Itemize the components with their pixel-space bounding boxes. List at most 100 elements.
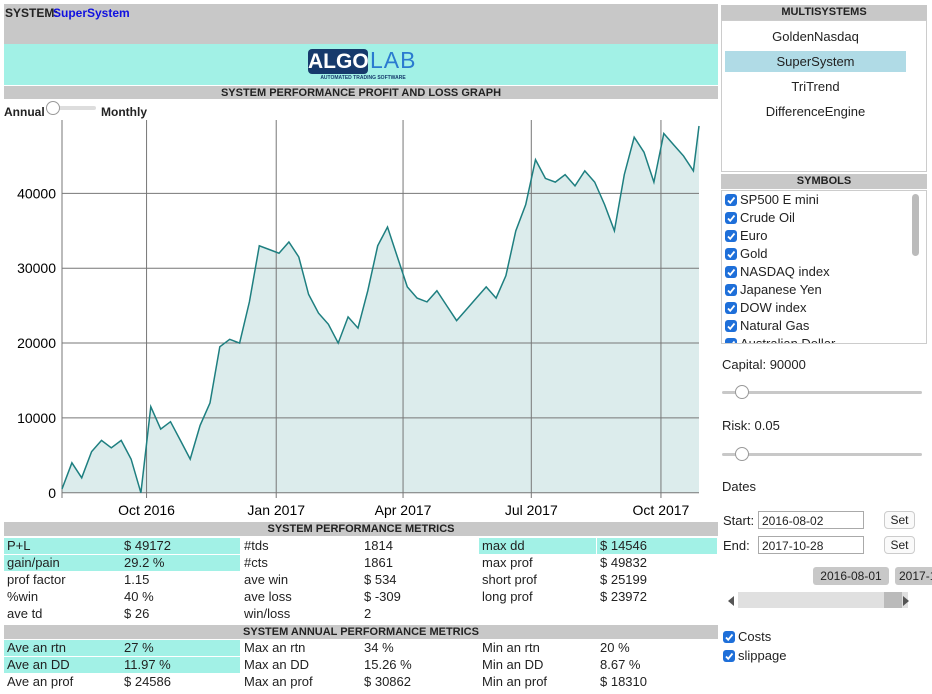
checkbox[interactable] xyxy=(725,248,737,260)
metric-cell: Ave an prof xyxy=(7,674,74,689)
logo-band: ALGO LAB AUTOMATED TRADING SOFTWARE xyxy=(4,44,718,85)
symbol-item[interactable]: Australian Dollar xyxy=(725,336,836,344)
metric-cell: win/loss xyxy=(244,606,291,621)
range-track[interactable] xyxy=(738,592,908,608)
multisystem-item[interactable]: SuperSystem xyxy=(725,51,906,72)
metric-cell: $ 30862 xyxy=(364,674,411,689)
metrics-table: P+L $ 49172 #tds 1814 max dd $ 14546 gain/pain… xyxy=(0,538,720,624)
checkbox-label: Crude Oil xyxy=(740,210,795,225)
logo-right: LAB xyxy=(370,47,417,73)
metric-cell: $ 534 xyxy=(364,572,397,587)
checkbox-label: slippage xyxy=(738,648,787,663)
multisystem-item[interactable]: GoldenNasdaq xyxy=(772,29,859,44)
capital-slider[interactable] xyxy=(722,391,922,394)
scrollbar[interactable] xyxy=(912,194,919,256)
metric-cell: max prof xyxy=(482,555,533,570)
range-start-label: 2016-08-01 xyxy=(813,567,889,585)
toggle-left[interactable]: Annual xyxy=(4,105,45,119)
checkbox-label: Euro xyxy=(740,228,768,243)
line xyxy=(61,125,700,494)
multisystems-list: GoldenNasdaq SuperSystem TriTrend Differenc… xyxy=(721,20,927,172)
checkbox-label: Australian Dollar xyxy=(740,336,836,344)
start-input[interactable]: 2016-08-02 xyxy=(758,511,864,529)
checkbox-label: NASDAQ index xyxy=(740,264,830,279)
metric-cell: %win xyxy=(7,589,39,604)
metric-cell: 2 xyxy=(364,606,372,621)
checkbox[interactable] xyxy=(725,230,737,242)
end-input[interactable]: 2017-10-28 xyxy=(758,536,864,554)
metric-cell: ave win xyxy=(244,572,289,587)
start-label: Start: xyxy=(723,513,755,528)
metric-cell: 15.26 % xyxy=(364,657,412,672)
metric-cell: $ 49832 xyxy=(600,555,647,570)
checkbox-label: DOW index xyxy=(740,300,807,315)
toggle-right[interactable]: Monthly xyxy=(101,105,147,119)
area-fill xyxy=(62,126,699,493)
checkbox[interactable] xyxy=(725,302,737,314)
symbol-item[interactable]: Japanese Yen xyxy=(725,282,822,297)
metric-cell: $ 26 xyxy=(124,606,150,621)
risk-label: Risk: 0.05 xyxy=(722,418,780,433)
symbol-item[interactable]: Gold xyxy=(725,246,767,261)
checkbox[interactable] xyxy=(725,212,737,224)
checkbox[interactable] xyxy=(723,631,735,643)
metric-cell: 27 % xyxy=(121,640,240,656)
metric-cell: prof factor xyxy=(7,572,66,587)
metric-cell: $ 23972 xyxy=(600,589,647,604)
dates-label: Dates xyxy=(722,479,756,494)
option-item[interactable]: slippage xyxy=(723,648,786,663)
metric-cell: gain/pain xyxy=(4,555,121,571)
risk-slider[interactable] xyxy=(722,453,922,456)
logo-left: ALGO xyxy=(308,49,369,74)
multisystem-item[interactable]: DifferenceEngine xyxy=(765,104,866,119)
end-label: End: xyxy=(723,538,750,553)
checkbox[interactable] xyxy=(725,338,737,343)
checkbox[interactable] xyxy=(725,320,737,332)
y-tick-label: 0 xyxy=(48,485,56,501)
symbol-item[interactable]: NASDAQ index xyxy=(725,264,830,279)
x-tick-label: Oct 2016 xyxy=(118,502,175,518)
risk-knob[interactable] xyxy=(735,447,749,461)
symbol-item[interactable]: Crude Oil xyxy=(725,210,795,225)
metric-cell: $ 24586 xyxy=(124,674,171,689)
checkbox-label: Gold xyxy=(740,246,768,261)
y-tick-label: 40000 xyxy=(17,185,56,201)
metric-cell: long prof xyxy=(482,589,533,604)
set-button[interactable]: Set xyxy=(884,536,915,554)
system-bar: SYSTEM: SuperSystem xyxy=(4,4,718,44)
metric-cell: P+L xyxy=(4,538,121,554)
x-tick-label: Jul 2017 xyxy=(505,502,558,518)
toggle-knob[interactable] xyxy=(46,101,60,115)
metric-cell: 40 % xyxy=(124,589,154,604)
range-controls[interactable] xyxy=(724,592,914,610)
toggle-track[interactable] xyxy=(46,106,96,110)
metric-cell: 11.97 % xyxy=(121,657,240,673)
y-tick-label: 30000 xyxy=(17,260,56,276)
pnl-chart: 0 10000 20000 30000 40000 Oct 2016 Jan 2017 Apr… xyxy=(17,120,700,518)
option-item[interactable]: Costs xyxy=(723,629,771,644)
metric-cell: Max an DD xyxy=(244,657,310,672)
metric-cell: 1861 xyxy=(364,555,393,570)
checkbox-label: Japanese Yen xyxy=(740,282,822,297)
capital-label: Capital: 90000 xyxy=(722,357,806,372)
logo-tagline: AUTOMATED TRADING SOFTWARE xyxy=(320,75,406,81)
symbols-title: SYMBOLS xyxy=(721,174,927,189)
symbols-list: SP500 E mini Crude Oil Euro Gold NASDAQ inde… xyxy=(721,190,927,344)
symbol-item[interactable]: SP500 E mini xyxy=(725,192,819,207)
checkbox[interactable] xyxy=(725,194,737,206)
multisystem-item[interactable]: TriTrend xyxy=(791,79,840,94)
metric-cell: short prof xyxy=(482,572,537,587)
metric-cell: #tds xyxy=(244,538,269,553)
metric-cell: 8.67 % xyxy=(600,657,641,672)
checkbox[interactable] xyxy=(723,650,735,662)
metric-cell: Min an DD xyxy=(482,657,544,672)
symbol-item[interactable]: Natural Gas xyxy=(725,318,809,333)
capital-knob[interactable] xyxy=(735,385,749,399)
set-button[interactable]: Set xyxy=(884,511,915,529)
symbol-item[interactable]: Euro xyxy=(725,228,767,243)
checkbox[interactable] xyxy=(725,266,737,278)
checkbox[interactable] xyxy=(725,284,737,296)
metric-cell: 20 % xyxy=(600,640,630,655)
symbol-item[interactable]: DOW index xyxy=(725,300,806,315)
metric-cell: 1814 xyxy=(364,538,393,553)
